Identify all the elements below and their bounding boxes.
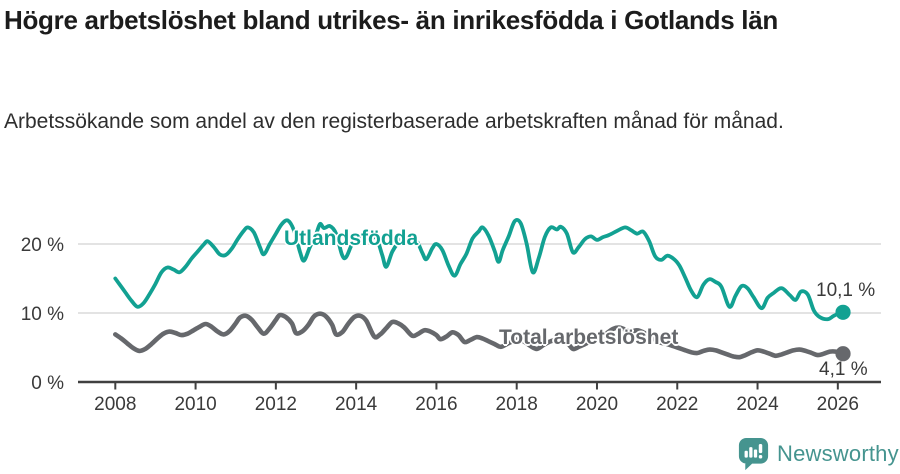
x-axis-tick-label: 2024	[736, 394, 779, 415]
newsworthy-logo: Newsworthy	[738, 437, 899, 471]
x-axis-tick-label: 2022	[656, 394, 698, 415]
x-axis-tick-label: 2014	[335, 394, 378, 415]
x-axis-tick-label: 2026	[817, 394, 859, 415]
y-axis-tick-label: 20 %	[21, 235, 64, 256]
x-axis-tick-label: 2020	[576, 394, 618, 415]
newsworthy-chart-bubble-icon	[738, 438, 769, 471]
end-value-label-utlandsfodda: 10,1 %	[816, 280, 876, 301]
series-line-total-arbetsloshet	[113, 311, 844, 360]
newsworthy-wordmark: Newsworthy	[777, 441, 899, 466]
x-axis-tick-label: 2016	[415, 394, 457, 415]
x-axis-tick-label: 2012	[255, 394, 297, 415]
series-endpoint-dot-total-arbetsloshet	[835, 346, 851, 362]
chart-subtitle: Arbetssökande som andel av den registerb…	[4, 110, 784, 133]
x-axis-tick-label: 2010	[174, 394, 216, 415]
y-axis-tick-label: 10 %	[21, 304, 64, 325]
series-label-utlandsfodda: Utlandsfödda	[284, 227, 419, 250]
series-label-total-arbetsloshet: Total arbetslöshet	[499, 326, 679, 349]
x-axis-tick-label: 2018	[496, 394, 538, 415]
x-axis-tick-label: 2008	[94, 394, 136, 415]
y-axis-tick-label: 0 %	[31, 373, 64, 394]
end-value-label-total-arbetsloshet: 4,1 %	[819, 359, 868, 380]
series-endpoint-dot-utlandsfodda	[835, 304, 851, 320]
page-title: Högre arbetslöshet bland utrikes- än inr…	[4, 5, 778, 35]
series-line-utlandsfodda	[113, 218, 843, 322]
